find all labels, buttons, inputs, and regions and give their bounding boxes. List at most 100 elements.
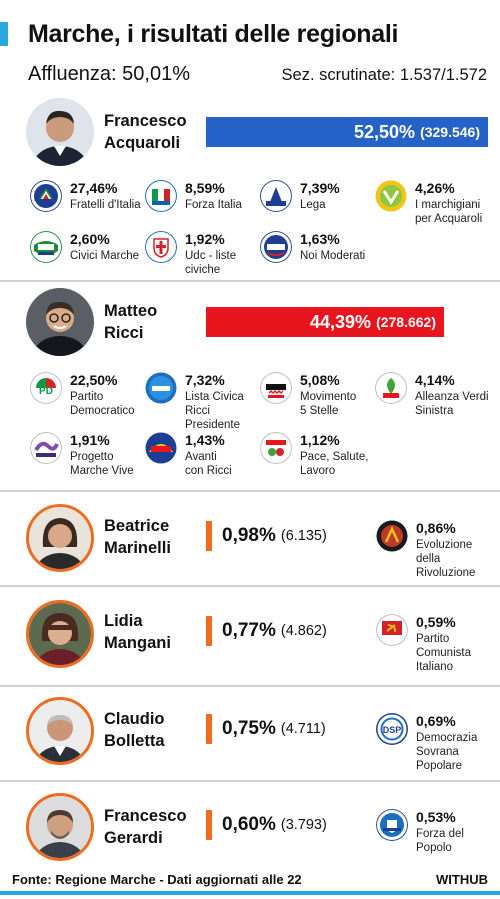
party-name: Alleanza Verdi Sinistra [415,391,489,417]
marche-vive-logo-icon [30,432,62,464]
candidate-last-name: Ricci [104,324,144,342]
party-percentage: 2,60% [70,231,110,247]
candidate-first-name: Francesco [104,112,187,130]
result-votes: (3.793) [280,817,327,833]
candidate-last-name: Bolletta [104,732,165,750]
candidate-photo-acquaroli [26,98,94,166]
result-percentage: 0,75% [222,718,276,739]
result-percentage: 44,39% [310,311,372,332]
section-divider [0,685,500,687]
avanti-logo-icon [145,432,177,464]
result-marker [206,616,212,646]
party-name: Lista Civica Ricci Presidente [185,391,244,431]
source-note: Fonte: Regione Marche - Dati aggiornati … [12,872,302,887]
candidate-name: Matteo Ricci [104,300,157,344]
candidate-name: Claudio Bolletta [104,708,165,752]
person-icon [26,98,94,166]
result-votes: (4.711) [280,721,326,737]
candidate-name: Francesco Gerardi [104,805,187,849]
pd-logo-icon: PD [30,372,62,404]
party-name: Civici Marche [70,250,140,262]
result-votes: (278.662) [376,314,436,330]
title-accent-bar [0,22,8,46]
party-percentage: 22,50% [70,372,118,388]
result-votes: (6.135) [280,528,327,544]
forza-italia-logo-icon [145,180,177,212]
party-result: 1,92% Udc - liste civiche [145,231,265,276]
party-result: 1,63% Noi Moderati [260,231,380,271]
party-result: 0,53% Forza del Popolo [376,809,496,854]
result-mangani: 0,77% (4.862) [206,616,327,646]
party-percentage: 4,14% [415,372,455,388]
party-name: Evoluzione della Rivoluzione [416,539,476,579]
party-percentage: 0,69% [416,713,456,729]
party-name: Movimento 5 Stelle [300,391,357,417]
party-percentage: 1,12% [300,432,340,448]
result-percentage: 0,77% [222,620,276,641]
party-result: 0,59% Partito Comunista Italiano [376,614,496,673]
brand-logo: WITHUB [436,872,488,887]
result-bar-ricci: 44,39% (278.662) [206,307,444,337]
evoluzione-logo-icon [376,520,408,552]
party-name: Partito Comunista Italiano [416,633,471,673]
section-divider [0,780,500,782]
candidate-photo-gerardi [26,793,94,861]
result-marker [206,714,212,744]
section-divider [0,490,500,492]
party-result: 2,60% Civici Marche [30,231,150,271]
svg-text:DSP: DSP [383,725,402,735]
party-result: 0,86% Evoluzione della Rivoluzione [376,520,496,579]
avs-logo-icon [375,372,407,404]
person-icon [26,288,94,356]
candidate-photo-ricci [26,288,94,356]
party-result: 8,59% Forza Italia [145,180,265,220]
party-percentage: 0,86% [416,520,456,536]
result-votes: (4.862) [280,623,327,639]
pace-salute-logo-icon [260,432,292,464]
party-result: 27,46% Fratelli d'Italia [30,180,150,220]
forza-popolo-logo-icon [376,809,408,841]
lista-ricci-logo-icon [145,372,177,404]
party-result: 7,39% Lega [260,180,380,220]
party-result: 4,14% Alleanza Verdi Sinistra [375,372,495,417]
noi-moderati-logo-icon [260,231,292,263]
result-gerardi: 0,60% (3.793) [206,810,327,840]
party-percentage: 5,08% [300,372,340,388]
result-marker [206,810,212,840]
candidate-last-name: Acquaroli [104,134,181,152]
party-percentage: 0,53% [416,809,456,825]
party-percentage: 27,46% [70,180,118,196]
candidate-last-name: Mangani [104,634,171,652]
result-percentage: 0,60% [222,814,276,835]
candidate-photo-marinelli [26,504,94,572]
person-icon [29,796,91,858]
candidate-name: Beatrice Marinelli [104,515,171,559]
footer: Fonte: Regione Marche - Dati aggiornati … [0,863,500,899]
party-result: 1,91% Progetto Marche Vive [30,432,150,477]
party-name: Democrazia Sovrana Popolare [416,732,478,772]
candidate-name: Francesco Acquaroli [104,110,187,154]
candidate-last-name: Marinelli [104,539,171,557]
party-percentage: 1,63% [300,231,340,247]
section-divider [0,280,500,282]
party-name: I marchigiani per Acquaroli [415,199,483,225]
person-icon [29,507,91,569]
m5s-logo-icon [260,372,292,404]
pci-logo-icon [376,614,408,646]
party-result: 1,12% Pace, Salute, Lavoro [260,432,380,477]
sections-counted-label: Sez. scrutinate: 1.537/1.572 [281,66,487,84]
party-percentage: 4,26% [415,180,455,196]
page-title: Marche, i risultati delle regionali [28,20,399,48]
party-percentage: 7,39% [300,180,340,196]
party-percentage: 0,59% [416,614,456,630]
party-name: Progetto Marche Vive [70,451,134,477]
udc-logo-icon [145,231,177,263]
person-icon [29,603,91,665]
party-name: Noi Moderati [300,250,366,262]
party-name: Forza Italia [185,199,242,211]
party-result: 7,32% Lista Civica Ricci Presidente [145,372,265,431]
section-divider [0,585,500,587]
party-name: Lega [300,199,326,211]
lega-logo-icon [260,180,292,212]
candidate-photo-mangani [26,600,94,668]
